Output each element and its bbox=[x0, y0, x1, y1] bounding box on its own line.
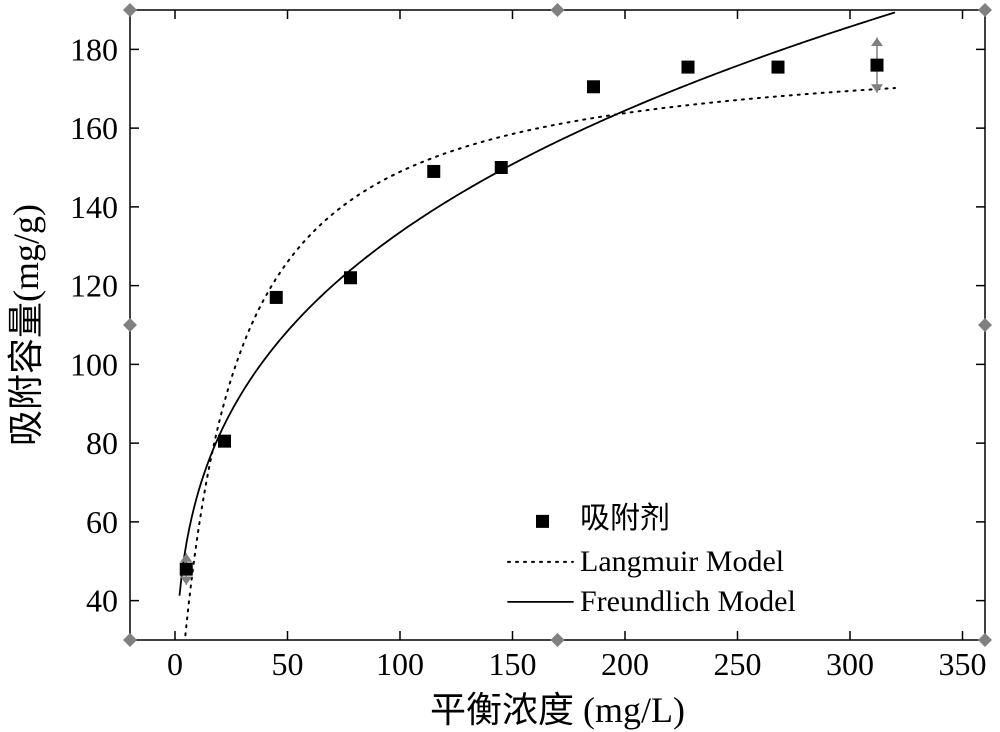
data-point bbox=[682, 61, 695, 74]
legend-marker bbox=[536, 515, 549, 528]
resize-handle[interactable] bbox=[123, 318, 137, 332]
plot-border bbox=[130, 10, 985, 640]
legend-label: Langmuir Model bbox=[580, 545, 784, 578]
resize-handle[interactable] bbox=[978, 318, 992, 332]
y-axis-label: 吸附容量(mg/g) bbox=[6, 204, 46, 446]
y-tick-label: 120 bbox=[70, 268, 118, 304]
x-tick-label: 250 bbox=[714, 646, 762, 682]
data-point bbox=[427, 165, 440, 178]
data-point bbox=[180, 563, 193, 576]
data-point bbox=[871, 59, 884, 72]
data-point bbox=[495, 161, 508, 174]
data-point bbox=[587, 80, 600, 93]
x-tick-label: 0 bbox=[167, 646, 183, 682]
x-tick-label: 50 bbox=[272, 646, 304, 682]
y-tick-label: 140 bbox=[70, 189, 118, 225]
adsorption-isotherm-chart: 0 50 100 150 200 250 300 350 40 60 80 100 120 140 160 1… bbox=[0, 0, 1000, 732]
resize-handle[interactable] bbox=[551, 633, 565, 647]
y-tick-label: 60 bbox=[86, 504, 118, 540]
legend: 吸附剂 Langmuir Model Freundlich Model bbox=[508, 502, 796, 618]
data-point bbox=[772, 61, 785, 74]
data-point bbox=[218, 435, 231, 448]
resize-handle[interactable] bbox=[551, 3, 565, 17]
x-tick-label: 300 bbox=[826, 646, 874, 682]
resize-handle[interactable] bbox=[123, 3, 137, 17]
data-point bbox=[270, 291, 283, 304]
chart-container: 0 50 100 150 200 250 300 350 40 60 80 100 120 140 160 1… bbox=[0, 0, 1000, 732]
freundlich-curve bbox=[180, 12, 896, 595]
legend-label: 吸附剂 bbox=[580, 502, 670, 535]
resize-handle[interactable] bbox=[978, 3, 992, 17]
legend-label: Freundlich Model bbox=[580, 585, 796, 618]
x-axis-label: 平衡浓度 (mg/L) bbox=[430, 690, 685, 730]
y-tick-label: 40 bbox=[86, 583, 118, 619]
x-tick-label: 100 bbox=[376, 646, 424, 682]
data-point bbox=[344, 271, 357, 284]
y-tick-label: 80 bbox=[86, 425, 118, 461]
x-tick-label: 200 bbox=[601, 646, 649, 682]
y-tick-label: 100 bbox=[70, 346, 118, 382]
x-tick-label: 350 bbox=[939, 646, 987, 682]
y-tick-label: 180 bbox=[70, 31, 118, 67]
y-tick-label: 160 bbox=[70, 110, 118, 146]
resize-handle[interactable] bbox=[123, 633, 137, 647]
resize-handle[interactable] bbox=[978, 633, 992, 647]
x-tick-label: 150 bbox=[489, 646, 537, 682]
